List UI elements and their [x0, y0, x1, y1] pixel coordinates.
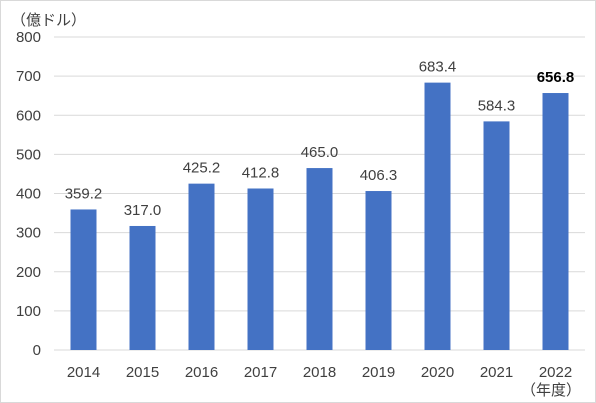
bar: [70, 209, 97, 350]
y-tick-label: 400: [16, 186, 41, 203]
x-tick-label: 2017: [244, 364, 277, 381]
bar: [188, 183, 215, 350]
bar: [424, 82, 451, 350]
x-tick-label: 2019: [362, 364, 395, 381]
y-tick-label: 200: [16, 264, 41, 281]
x-unit-label: （年度）: [521, 382, 581, 399]
bar: [365, 191, 392, 350]
y-tick-label: 500: [16, 146, 41, 163]
data-label: 359.2: [65, 185, 103, 202]
bar: [247, 188, 274, 350]
bar: [129, 225, 156, 350]
x-tick-label: 2016: [185, 364, 218, 381]
bar: [542, 93, 569, 350]
data-label: 683.4: [419, 59, 457, 76]
data-label: 656.8: [537, 69, 575, 86]
y-tick-label: 800: [16, 29, 41, 46]
y-axis: 0 100 200 300 400 500 600 700 800: [16, 29, 41, 359]
bar: [306, 168, 333, 350]
data-label: 584.3: [478, 97, 516, 114]
y-tick-label: 600: [16, 107, 41, 124]
y-tick-label: 0: [33, 342, 41, 359]
x-axis: 2014 2015 2016 2017 2018 2019 2020 2021 2022: [67, 364, 572, 381]
data-label: 406.3: [360, 167, 398, 184]
data-label: 412.8: [242, 164, 280, 181]
y-unit-label: （億ドル）: [11, 12, 86, 29]
bars: [70, 82, 569, 350]
x-tick-label: 2015: [126, 364, 159, 381]
data-label: 425.2: [183, 160, 221, 177]
data-labels: 359.2 317.0 425.2 412.8 465.0 406.3 683.4 584.3…: [65, 59, 575, 219]
x-tick-label: 2018: [303, 364, 336, 381]
x-tick-label: 2022: [539, 364, 572, 381]
bar: [483, 121, 510, 350]
y-tick-label: 700: [16, 68, 41, 85]
data-label: 465.0: [301, 144, 339, 161]
x-tick-label: 2020: [421, 364, 454, 381]
x-tick-label: 2014: [67, 364, 100, 381]
y-tick-label: 300: [16, 225, 41, 242]
y-tick-label: 100: [16, 303, 41, 320]
x-tick-label: 2021: [480, 364, 513, 381]
data-label: 317.0: [124, 202, 162, 219]
